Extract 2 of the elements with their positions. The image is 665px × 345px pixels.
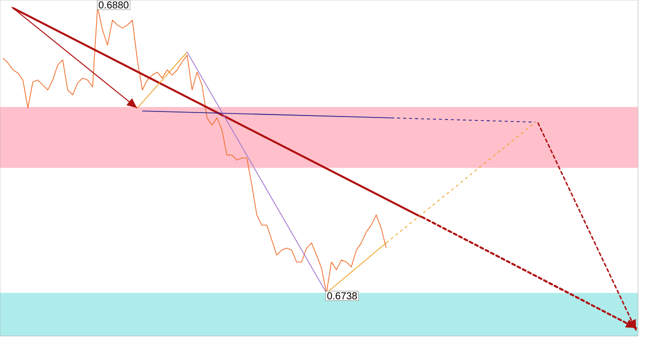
annotation: 0.6738 [327, 292, 357, 300]
annotation: 0.6880 [98, 1, 128, 8]
